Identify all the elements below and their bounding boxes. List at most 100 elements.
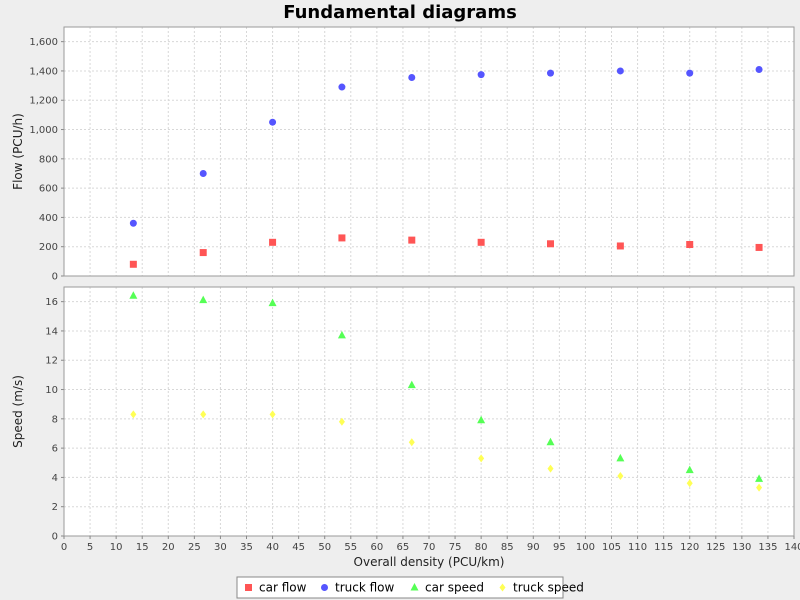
car-speed-point	[616, 453, 625, 462]
car-speed-point	[546, 437, 555, 446]
x-tick-label: 25	[188, 542, 201, 553]
car-flow-point	[269, 238, 277, 246]
x-tick-label: 15	[136, 542, 149, 553]
plot-border	[63, 26, 795, 277]
x-tick-label: 135	[758, 542, 777, 553]
x-tick-label: 70	[423, 542, 436, 553]
truck-flow-point	[199, 169, 207, 177]
y-tick-label: 400	[39, 213, 58, 224]
car-flow-point	[338, 234, 346, 242]
truck-flow-point	[338, 83, 346, 91]
car-flow-point	[616, 242, 624, 250]
truck-speed-point	[686, 479, 693, 488]
x-tick-label: 40	[266, 542, 279, 553]
legend-label: car flow	[259, 581, 307, 595]
x-tick-label: 55	[344, 542, 357, 553]
truck-flow-point	[616, 67, 624, 75]
truck-flow-point	[546, 69, 554, 77]
y-tick-label: 6	[52, 444, 58, 455]
y-tick-label: 14	[45, 326, 58, 337]
x-tick-label: 30	[214, 542, 227, 553]
x-tick-label: 130	[732, 542, 751, 553]
y-tick-label: 800	[39, 154, 58, 165]
truck-speed-point	[130, 410, 137, 419]
legend-label: truck speed	[513, 581, 584, 595]
y-tick-label: 1,400	[29, 66, 58, 77]
x-axis-label: Overall density (PCU/km)	[354, 555, 505, 569]
truck-speed-point	[338, 417, 345, 426]
car-speed-point	[268, 298, 277, 307]
x-tick-label: 60	[370, 542, 383, 553]
y-tick-label: 0	[52, 272, 58, 283]
car-flow-point	[408, 236, 416, 244]
y-tick-label: 2	[52, 502, 58, 513]
x-tick-label: 80	[475, 542, 488, 553]
y-axis-label: Speed (m/s)	[11, 375, 25, 448]
x-tick-label: 65	[397, 542, 410, 553]
car-flow-point	[686, 241, 694, 249]
x-tick-label: 5	[87, 542, 93, 553]
truck-speed-point	[478, 454, 485, 463]
truck-speed-point	[756, 483, 763, 492]
legend-label: truck flow	[335, 581, 395, 595]
x-tick-label: 45	[292, 542, 305, 553]
x-tick-label: 85	[501, 542, 514, 553]
truck-speed-point	[200, 410, 207, 419]
car-flow-point	[199, 249, 207, 257]
y-tick-label: 1,000	[29, 125, 58, 136]
truck-flow-point	[477, 71, 485, 79]
x-tick-label: 0	[61, 542, 67, 553]
y-tick-label: 8	[52, 414, 58, 425]
truck-speed-point	[269, 410, 276, 419]
x-tick-label: 105	[602, 542, 621, 553]
x-tick-label: 115	[654, 542, 673, 553]
x-tick-label: 90	[527, 542, 540, 553]
car-speed-point	[129, 291, 138, 299]
x-tick-label: 100	[576, 542, 595, 553]
y-tick-label: 600	[39, 184, 58, 195]
y-tick-label: 0	[52, 532, 58, 543]
car-speed-point	[337, 330, 346, 339]
x-tick-label: 50	[318, 542, 331, 553]
x-tick-label: 20	[162, 542, 175, 553]
y-tick-label: 1,200	[29, 96, 58, 107]
y-tick-label: 10	[45, 385, 58, 396]
car-speed-legend-marker	[410, 583, 419, 591]
car-speed-point	[685, 465, 694, 474]
truck-flow-legend-marker	[321, 584, 328, 591]
x-tick-label: 35	[240, 542, 253, 553]
car-flow-point	[546, 240, 554, 248]
y-tick-label: 16	[45, 297, 58, 308]
car-flow-point	[129, 260, 137, 268]
x-tick-label: 125	[706, 542, 725, 553]
y-tick-label: 1,600	[29, 37, 58, 48]
chart-title: Fundamental diagrams	[283, 2, 517, 23]
car-flow-legend-marker	[245, 584, 252, 591]
truck-speed-legend-marker	[499, 583, 506, 592]
x-tick-label: 110	[628, 542, 647, 553]
car-flow-point	[755, 243, 763, 251]
truck-flow-point	[686, 69, 694, 77]
truck-speed-point	[617, 471, 624, 480]
car-speed-point	[199, 295, 208, 304]
truck-speed-point	[408, 438, 415, 447]
car-flow-point	[477, 238, 485, 246]
x-tick-label: 120	[680, 542, 699, 553]
truck-flow-point	[755, 65, 763, 73]
x-tick-label: 10	[110, 542, 123, 553]
car-speed-point	[477, 415, 486, 424]
car-speed-point	[755, 474, 764, 482]
legend-box	[236, 576, 564, 599]
car-speed-point	[407, 380, 416, 389]
y-axis-label: Flow (PCU/h)	[11, 113, 25, 190]
truck-flow-point	[408, 74, 416, 82]
truck-speed-point	[547, 464, 554, 473]
truck-flow-point	[269, 118, 277, 126]
y-tick-label: 200	[39, 242, 58, 253]
x-tick-label: 75	[449, 542, 462, 553]
legend-label: car speed	[425, 581, 484, 595]
x-tick-label: 140	[784, 542, 800, 553]
truck-flow-point	[129, 219, 137, 227]
